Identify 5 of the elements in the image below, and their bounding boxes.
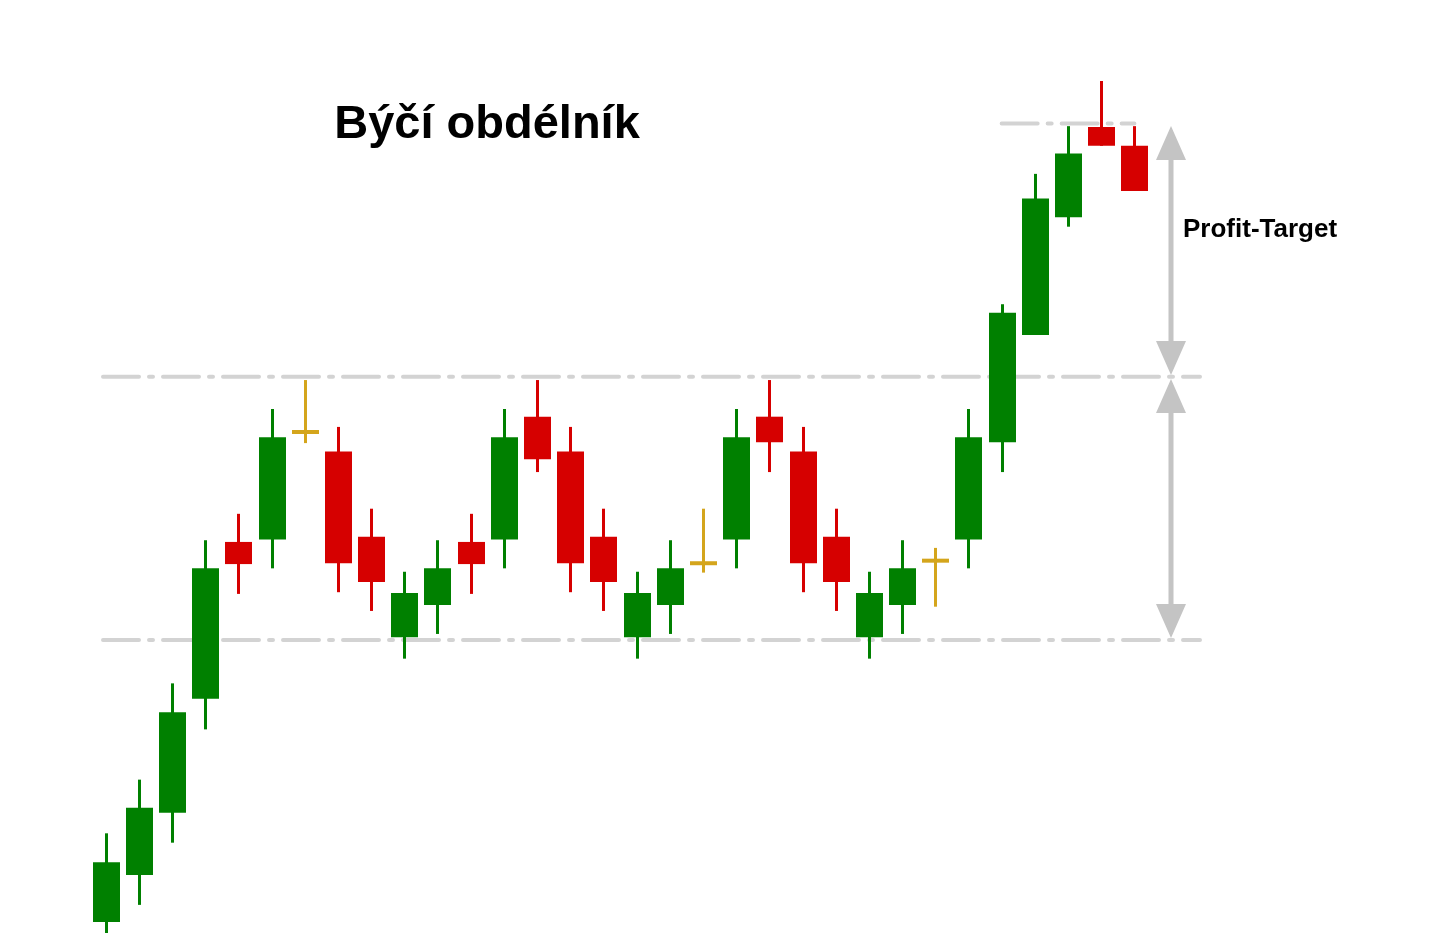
chart-title: Býčí obdélník (334, 95, 641, 148)
candlestick (292, 380, 319, 445)
candlestick (690, 508, 717, 573)
text: Profit-Target (1183, 213, 1338, 244)
candlestick (922, 546, 949, 607)
